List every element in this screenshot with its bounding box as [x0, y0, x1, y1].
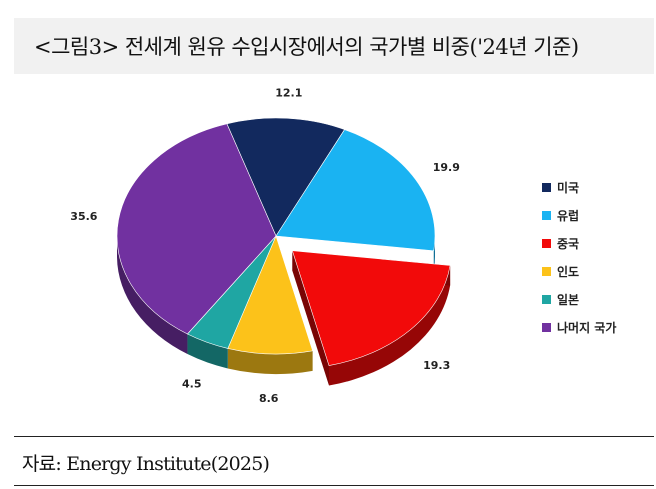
- legend-label: 나머지 국가: [557, 321, 617, 335]
- pie-slice-유럽: [275, 129, 436, 252]
- data-label-일본: 4.5: [182, 378, 202, 391]
- title-bar: <그림3> 전세계 원유 수입시장에서의 국가별 비중('24년 기준): [14, 18, 654, 74]
- divider-bottom: [14, 485, 654, 486]
- pie-slice-미국: [226, 117, 346, 237]
- legend-swatch: [542, 211, 551, 220]
- legend-item-나머지-국가: 나머지 국가: [542, 316, 616, 339]
- data-label-나머지-국가: 35.6: [70, 210, 97, 223]
- legend-swatch: [542, 239, 551, 248]
- legend-label: 일본: [557, 293, 580, 307]
- legend-swatch: [542, 295, 551, 304]
- data-label-유럽: 19.9: [433, 161, 460, 174]
- pie-wall-중국-1: [292, 250, 329, 386]
- legend-label: 유럽: [557, 209, 580, 223]
- pie-labels: 12.1 19.9 19.3 8.6 4.5 35.6: [70, 86, 460, 405]
- pie-tops: [116, 117, 451, 366]
- legend-label: 중국: [557, 237, 580, 251]
- data-label-미국: 12.1: [275, 86, 302, 99]
- pie-side-일본: [187, 334, 228, 369]
- data-label-인도: 8.6: [259, 392, 279, 405]
- legend-swatch: [542, 183, 551, 192]
- legend-swatch: [542, 323, 551, 332]
- data-label-중국: 19.3: [423, 359, 450, 372]
- legend-item-미국: 미국: [542, 176, 616, 199]
- pie-slice-중국: [291, 250, 451, 366]
- legend-item-일본: 일본: [542, 288, 616, 311]
- source-note: 자료: Energy Institute(2025): [22, 453, 270, 475]
- legend-item-유럽: 유럽: [542, 204, 616, 227]
- pie-side-나머지-국가: [117, 237, 188, 355]
- pie-side-인도: [227, 348, 313, 374]
- legend-label: 미국: [557, 181, 580, 195]
- legend-item-인도: 인도: [542, 260, 616, 283]
- pie-slice-인도: [227, 235, 314, 355]
- legend-label: 인도: [557, 265, 580, 279]
- pie-side-중국: [328, 265, 451, 386]
- legend-swatch: [542, 267, 551, 276]
- chart-title: <그림3> 전세계 원유 수입시장에서의 국가별 비중('24년 기준): [34, 35, 579, 59]
- legend-item-중국: 중국: [542, 232, 616, 255]
- pie-slice-나머지-국가: [116, 123, 277, 335]
- divider-top: [14, 436, 654, 437]
